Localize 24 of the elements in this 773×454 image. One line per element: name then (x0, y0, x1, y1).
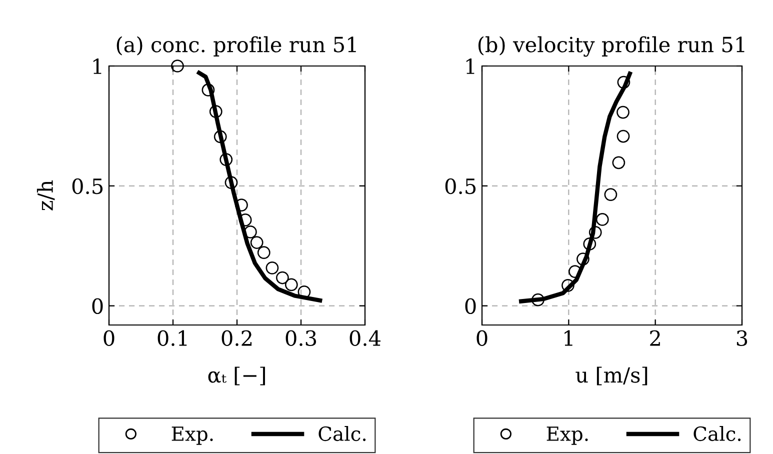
y-tick-label: 0 (465, 298, 476, 314)
x-tick-label: 0.3 (286, 330, 316, 346)
x-tick-label: 0.1 (158, 330, 187, 346)
x-tick-label: 0.4 (350, 330, 381, 346)
legend-label: Exp. (546, 426, 588, 445)
legend-label: Calc. (694, 426, 741, 442)
legend-label: Exp. (172, 426, 213, 445)
x-tick-label: 3 (736, 330, 748, 346)
chart-title: (a) conc. profile run 51 (116, 36, 356, 56)
x-axis-title: u [m/s] (576, 366, 648, 386)
chart-title: (b) velocity profile run 51 (478, 36, 744, 57)
x-axis-title: αₜ [−] (208, 366, 265, 386)
x-tick-label: 2 (650, 330, 660, 346)
x-tick-label: 0 (104, 330, 114, 346)
x-tick-label: 1 (564, 330, 572, 346)
y-tick-label: 1 (466, 58, 474, 74)
y-tick-label: 0.5 (72, 178, 103, 194)
legend-label: Calc. (318, 426, 366, 442)
x-tick-label: 0.2 (222, 330, 252, 346)
y-tick-label: 0 (92, 298, 103, 314)
y-axis-title: z/h (36, 180, 55, 210)
x-tick-label: 0 (476, 330, 488, 346)
y-tick-label: 1 (93, 58, 102, 74)
y-tick-label: 0.5 (445, 178, 476, 194)
